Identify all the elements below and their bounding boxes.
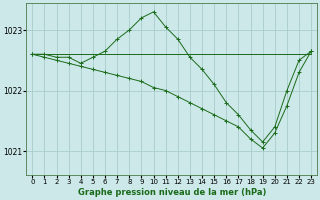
X-axis label: Graphe pression niveau de la mer (hPa): Graphe pression niveau de la mer (hPa) <box>77 188 266 197</box>
